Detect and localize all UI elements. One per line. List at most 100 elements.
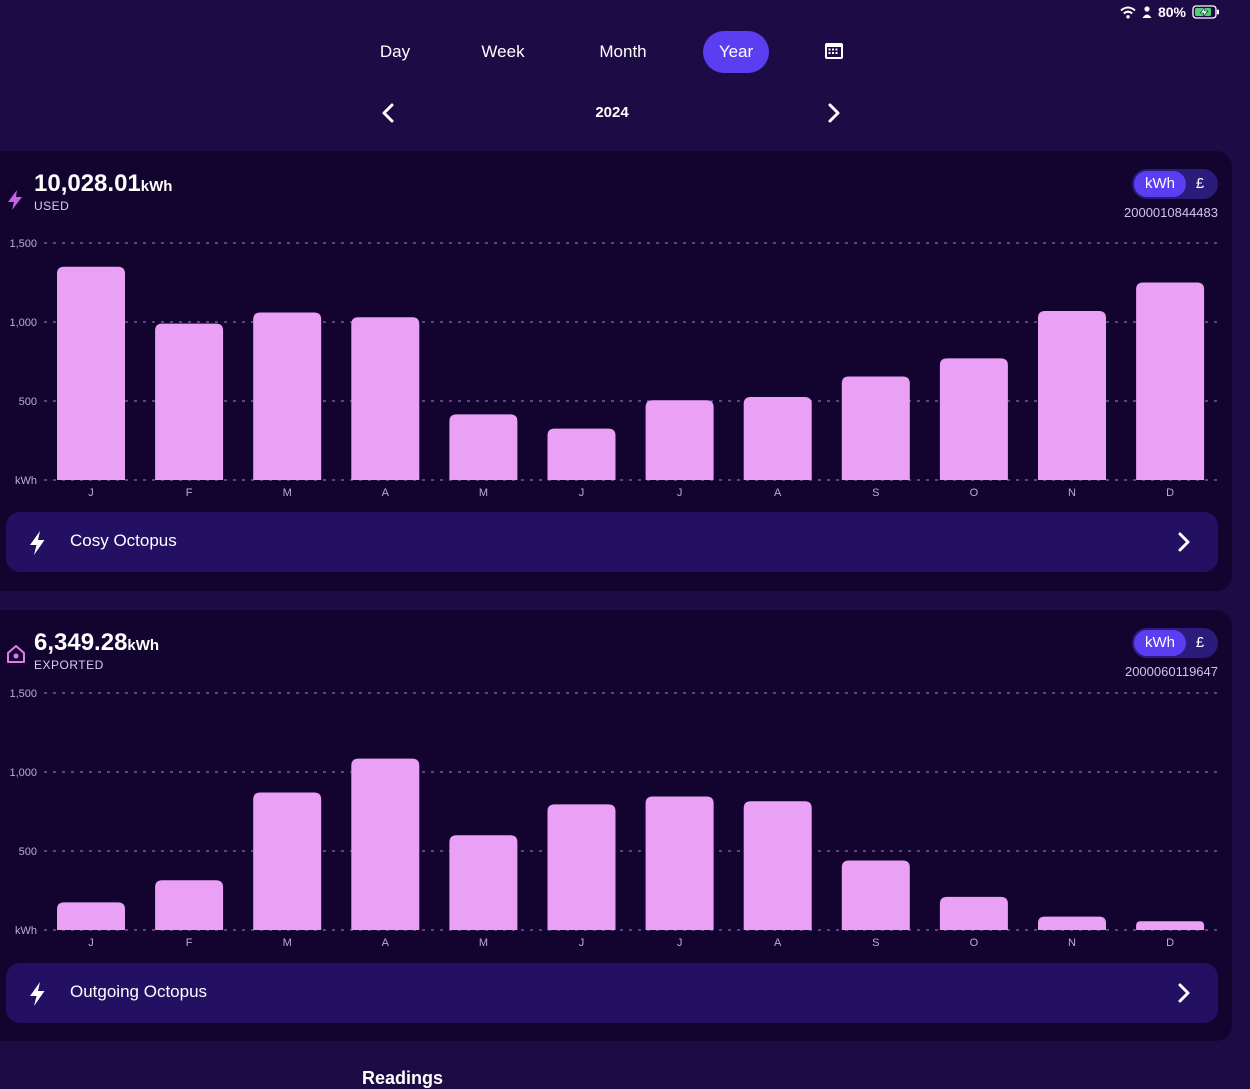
tariff-name: Cosy Octopus <box>70 531 177 550</box>
x-tick-label: M <box>283 487 292 499</box>
bar <box>449 835 518 930</box>
bar <box>253 312 322 480</box>
bar <box>155 880 224 930</box>
bar <box>57 902 125 930</box>
export-total: 6,349.28kWh <box>34 629 159 657</box>
x-tick-label: O <box>970 937 979 949</box>
bar <box>351 758 420 930</box>
export-total-value: 6,349.28 <box>34 629 128 656</box>
bar <box>645 796 714 930</box>
calendar-icon[interactable] <box>824 42 844 60</box>
usage-total: 10,028.01kWh <box>34 170 172 198</box>
bar <box>743 801 812 930</box>
x-tick-label: N <box>1068 937 1076 949</box>
bar <box>253 792 322 930</box>
lightning-icon <box>30 982 45 1006</box>
chevron-right-icon <box>1178 532 1190 552</box>
lightning-icon <box>30 531 45 555</box>
tab-year[interactable]: Year <box>703 31 769 73</box>
x-tick-label: O <box>970 487 979 499</box>
bar <box>841 860 910 930</box>
y-tick-label: kWh <box>15 475 37 487</box>
y-tick-label: 1,500 <box>9 238 37 250</box>
x-tick-label: A <box>774 937 782 949</box>
battery-percentage: 80% <box>1157 4 1186 20</box>
year-navigator: 2024 <box>0 96 1250 132</box>
y-tick-label: 1,000 <box>9 767 37 779</box>
chevron-right-icon[interactable] <box>822 102 844 124</box>
x-tick-label: F <box>186 937 193 949</box>
bar <box>57 266 125 480</box>
bar <box>939 358 1008 480</box>
export-card: 6,349.28kWh EXPORTED kWh £ 2000060119647… <box>0 610 1232 1041</box>
bar <box>547 428 616 480</box>
usage-chart: kWh 500 1,000 1,500 J F M A M J J A S O N D <box>9 238 1220 499</box>
x-tick-label: J <box>579 937 585 949</box>
x-tick-label: J <box>677 487 683 499</box>
usage-total-value: 10,028.01 <box>34 170 141 197</box>
tariff-row-outgoing-octopus[interactable]: Outgoing Octopus <box>6 963 1218 1023</box>
x-tick-label: M <box>283 937 292 949</box>
tab-month[interactable]: Month <box>599 42 647 61</box>
bar <box>1038 310 1106 480</box>
x-tick-label: F <box>186 487 193 499</box>
wifi-icon <box>1120 6 1136 18</box>
y-tick-label: kWh <box>15 925 37 937</box>
x-tick-label: J <box>677 937 683 949</box>
tab-week[interactable]: Week <box>481 42 525 61</box>
x-tick-label: A <box>382 487 390 499</box>
bar <box>351 317 420 480</box>
bar <box>645 400 714 480</box>
bar <box>449 414 518 480</box>
period-tabs: Day Week Month Year <box>0 31 1250 75</box>
unit-toggle-kwh[interactable]: kWh <box>1134 171 1186 197</box>
bar <box>939 896 1008 930</box>
x-tick-label: A <box>382 937 390 949</box>
solar-home-icon <box>7 645 25 663</box>
unit-toggle-gbp[interactable]: £ <box>1195 175 1205 192</box>
x-tick-label: J <box>88 937 94 949</box>
x-tick-label: A <box>774 487 782 499</box>
unit-toggle-kwh[interactable]: kWh <box>1134 630 1186 656</box>
tariff-row-cosy-octopus[interactable]: Cosy Octopus <box>6 512 1218 572</box>
x-tick-label: M <box>479 487 488 499</box>
y-tick-label: 500 <box>19 846 37 858</box>
battery-charging-icon <box>1192 5 1219 19</box>
selected-year: 2024 <box>595 104 629 121</box>
x-tick-label: S <box>872 487 879 499</box>
lightning-icon <box>8 190 22 210</box>
unit-toggle: kWh £ <box>1132 628 1218 658</box>
meter-number: 2000010844483 <box>1124 205 1218 220</box>
tariff-name: Outgoing Octopus <box>70 982 208 1001</box>
meter-number: 2000060119647 <box>1124 664 1218 679</box>
bar <box>743 397 812 480</box>
usage-card: 10,028.01kWh USED kWh £ 2000010844483 kW… <box>0 151 1232 591</box>
bar <box>1038 916 1106 930</box>
y-tick-label: 1,500 <box>9 688 37 700</box>
status-bar: 80% <box>1120 4 1220 20</box>
export-total-unit: kWh <box>127 637 160 654</box>
x-tick-label: S <box>872 937 879 949</box>
bar <box>155 323 224 480</box>
bar <box>547 804 616 930</box>
x-tick-label: J <box>88 487 94 499</box>
bar <box>841 376 910 480</box>
x-tick-label: D <box>1166 937 1174 949</box>
tab-day[interactable]: Day <box>379 42 411 61</box>
export-label: EXPORTED <box>34 658 104 672</box>
usage-label: USED <box>34 199 70 213</box>
bar <box>1136 282 1205 480</box>
chevron-right-icon <box>1178 983 1190 1003</box>
usage-total-unit: kWh <box>140 178 173 195</box>
unit-toggle: kWh £ <box>1132 169 1218 199</box>
y-tick-label: 1,000 <box>9 317 37 329</box>
x-tick-label: D <box>1166 487 1174 499</box>
bar <box>1136 921 1205 930</box>
unit-toggle-gbp[interactable]: £ <box>1195 634 1205 651</box>
chevron-left-icon[interactable] <box>378 102 400 124</box>
y-tick-label: 500 <box>19 396 37 408</box>
x-tick-label: J <box>579 487 585 499</box>
x-tick-label: N <box>1068 487 1076 499</box>
x-tick-label: M <box>479 937 488 949</box>
person-icon <box>1142 6 1152 18</box>
